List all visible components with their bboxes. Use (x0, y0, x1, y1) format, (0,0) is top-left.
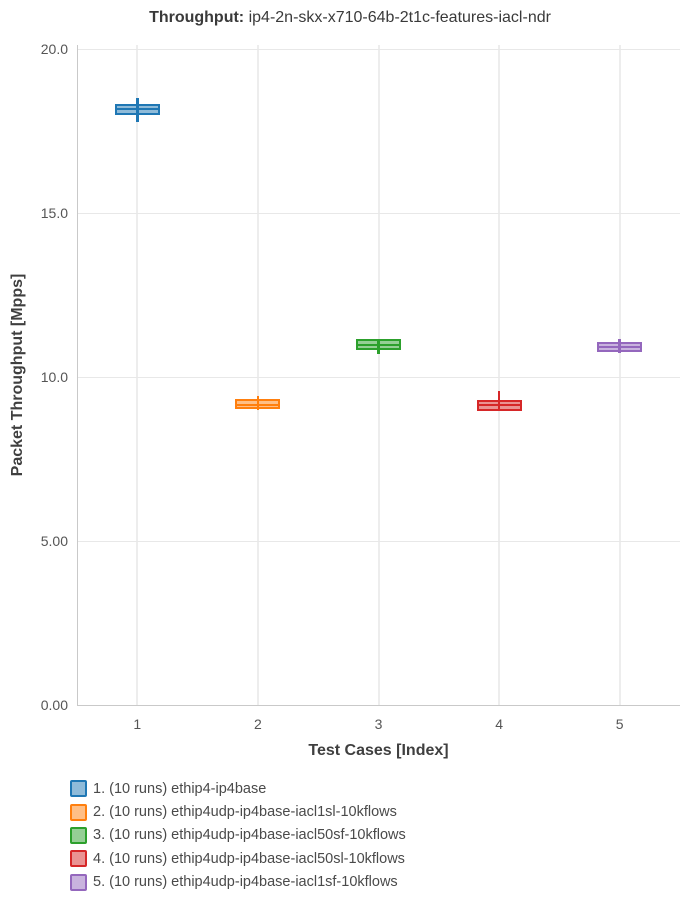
box-median-3 (358, 343, 399, 346)
legend-item-4[interactable]: 4. (10 runs) ethip4udp-ip4base-iacl50sl-… (70, 847, 406, 870)
x-tick-label: 3 (374, 716, 383, 732)
grid-line-vertical (498, 45, 501, 705)
grid-line-vertical (136, 45, 139, 705)
grid-line-horizontal (77, 377, 680, 378)
legend-label: 3. (10 runs) ethip4udp-ip4base-iacl50sf-… (93, 827, 406, 844)
legend-item-3[interactable]: 3. (10 runs) ethip4udp-ip4base-iacl50sf-… (70, 824, 406, 847)
grid-line-horizontal (77, 49, 680, 50)
box-median-2 (237, 403, 279, 406)
y-tick-label: 20.0 (40, 41, 68, 57)
legend-label: 4. (10 runs) ethip4udp-ip4base-iacl50sl-… (93, 850, 405, 867)
x-tick-label: 4 (495, 716, 503, 732)
y-tick-label: 5.00 (40, 533, 68, 549)
box-marker-icon (70, 780, 87, 798)
legend-label: 1. (10 runs) ethip4-ip4base (93, 780, 267, 797)
x-tick-label: 1 (133, 716, 142, 732)
y-tick-label: 15.0 (40, 205, 68, 221)
grid-line-horizontal (77, 541, 680, 542)
box-median-4 (478, 403, 520, 406)
grid-line-horizontal (77, 213, 680, 214)
x-tick-label: 2 (253, 716, 262, 732)
x-axis-title: Test Cases [Index] (308, 742, 449, 759)
legend-item-2[interactable]: 2. (10 runs) ethip4udp-ip4base-iacl1sl-1… (70, 800, 406, 823)
y-axis-line (77, 45, 79, 705)
chart-title-prefix: Throughput: (149, 9, 245, 26)
legend-label: 5. (10 runs) ethip4udp-ip4base-iacl1sf-1… (93, 874, 398, 891)
box-median-5 (599, 346, 641, 349)
box-median-1 (116, 108, 158, 111)
grid-line-vertical (256, 45, 259, 705)
legend: 1. (10 runs) ethip4-ip4base 2. (10 runs)… (70, 777, 406, 894)
box-marker-icon (70, 803, 87, 821)
box-marker-icon (70, 826, 87, 844)
y-axis-title: Packet Throughput [Mpps] (9, 273, 26, 477)
chart-title-test-name: ip4-2n-skx-x710-64b-2t1c-features-iacl-n… (244, 9, 551, 26)
box-marker-icon (70, 873, 87, 891)
legend-item-5[interactable]: 5. (10 runs) ethip4udp-ip4base-iacl1sf-1… (70, 871, 406, 894)
x-axis-line (77, 705, 680, 707)
y-tick-label: 10.0 (40, 369, 68, 385)
chart-title: Throughput: ip4-2n-skx-x710-64b-2t1c-fea… (0, 9, 700, 27)
legend-item-1[interactable]: 1. (10 runs) ethip4-ip4base (70, 777, 406, 800)
y-tick-label: 0.00 (40, 697, 68, 713)
plot-area[interactable]: 20.0 15.0 10.0 5.00 0.00 1 2 3 4 5 (0, 0, 700, 770)
box-marker-icon (70, 850, 87, 868)
x-tick-label: 5 (615, 716, 624, 732)
legend-label: 2. (10 runs) ethip4udp-ip4base-iacl1sl-1… (93, 804, 397, 821)
grid-line-vertical (618, 45, 621, 705)
grid-line-vertical (377, 45, 380, 705)
